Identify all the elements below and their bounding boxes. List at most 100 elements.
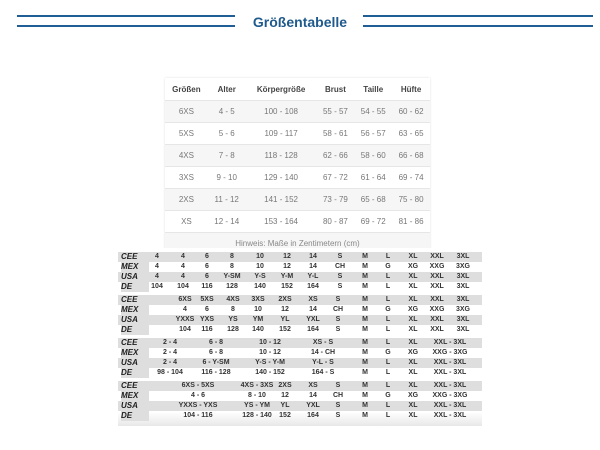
size-cell: 2XS [278,296,292,303]
size-cell: XG [407,349,419,356]
size-cell: YL [280,316,290,323]
size-cell: YS - YM [244,402,270,409]
size-cell: M [362,412,368,419]
size-cell: 8 [230,263,234,270]
size-cell: 116 - 128 [201,369,231,376]
size-cell: L [385,369,391,376]
table-row: 2XS 11 - 12 141 - 152 73 - 79 65 - 68 75 - 80 [165,188,430,211]
size-cell: 4 [181,263,185,270]
size-cell: XS - S [312,339,334,346]
size-cell: 3XL [456,296,470,303]
size-cell: 152 [279,326,291,333]
size-cell: S [335,326,341,333]
size-cell: XG [407,306,419,313]
conversion-row-usa: USA YXXS - YXS YS - YM YL YXL S M L XL XXL - 3XL [118,401,482,411]
size-cell: XL [408,296,418,303]
size-cell: XXL - 3XL [433,402,467,409]
table-cell: 62 - 66 [316,144,355,167]
size-cell: 10 [254,306,262,313]
region-label: DE [121,282,149,292]
conversion-row-usa: USA 2 - 4 6 - Y-SM Y-S - Y-M Y-L - S M L XL XXL … [118,358,482,368]
table-cell: 81 - 86 [392,210,430,233]
size-cell: 4 - 6 [190,392,206,399]
conversion-row-cee: CEE 4 4 6 8 10 12 14 S M L XL XXL 3XL [118,252,482,262]
size-table-header: Größen Alter Körpergröße Brust Taille Hü… [165,78,430,101]
table-cell: 4 - 5 [207,100,246,123]
size-cell: 3XG [455,306,471,313]
table-cell: 141 - 152 [245,188,317,211]
table-row: 5XS 5 - 6 109 - 117 58 - 61 56 - 57 63 - 65 [165,122,430,145]
size-cell: YXXS [175,316,195,323]
size-cell: 6 - Y-SM [202,359,230,366]
conversion-row-cee: CEE 2 - 4 6 - 8 10 - 12 XS - S M L XL XXL - 3XL [118,338,482,348]
size-cell: L [385,316,391,323]
table-cell: 55 - 57 [316,100,355,123]
size-cell: XL [408,412,418,419]
conversion-row-usa: USA 4 4 6 Y-SM Y-S Y-M Y-L S M L XL XXL 3XL [118,272,482,282]
table-cell: 11 - 12 [207,188,246,211]
conversion-row-de: DE 104 - 116 128 - 140 152 164 S M L XL XXL - 3XL [118,411,482,421]
size-cell: 3XL [456,316,470,323]
region-label: MEX [121,348,149,358]
size-cell: 6 - 8 [208,339,224,346]
size-cell: 104 [151,283,163,290]
size-cell: XL [408,339,418,346]
size-cell: M [362,349,368,356]
size-cell: 8 [231,306,235,313]
size-cell: 104 - 116 [183,412,213,419]
table-cell: 129 - 140 [245,166,317,189]
size-cell: 3XS [251,296,265,303]
table-cell: 56 - 57 [354,122,393,145]
size-cell: CH [334,263,346,270]
table-cell: 73 - 79 [316,188,355,211]
size-cell: 3XG [455,263,471,270]
size-cell: XL [408,402,418,409]
size-cell: L [385,382,391,389]
table-cell: 6XS [165,100,208,123]
size-cell: 2 - 4 [162,359,178,366]
conversion-row-de: DE 104 104 116 128 140 152 164 S M L XL XXL 3XL [118,282,482,292]
region-label: DE [121,368,149,378]
table-cell: 118 - 128 [245,144,317,167]
size-cell: Y-S - Y-M [255,359,285,366]
table-cell: 2XS [165,188,208,211]
size-cell: 164 - S [311,369,335,376]
table-cell: 9 - 10 [207,166,246,189]
region-label: MEX [121,305,149,315]
size-cell: M [362,296,368,303]
table-cell: 80 - 87 [316,210,355,233]
table-cell: 109 - 117 [245,122,317,145]
size-cell: L [385,339,391,346]
conversion-row-mex: MEX 4 6 8 10 12 14 CH M G XG XXG 3XG [118,305,482,315]
size-cell: 8 - 10 [248,392,266,399]
table-cell: 69 - 72 [354,210,393,233]
size-cell: M [362,359,368,366]
divider-right-bottom [363,25,593,27]
size-cell: XXL - 3XL [433,359,467,366]
size-cell: S [335,382,341,389]
size-cell: XXG [429,306,445,313]
size-cell: 6 [205,306,209,313]
size-cell: 164 [307,326,319,333]
region-label: CEE [121,295,138,304]
size-cell: 6 [205,253,209,260]
size-cell: XL [408,273,418,280]
size-cell: XL [408,253,418,260]
size-cell: 152 [281,283,293,290]
size-cell: S [335,316,341,323]
col-header: Alter [217,84,236,94]
size-cell: XG [407,263,419,270]
size-cell: Y-L - S [312,359,334,366]
region-label: USA [121,272,138,281]
size-cell: Y-SM [223,273,241,280]
size-cell: 140 [254,283,266,290]
conversion-row-mex: MEX 4 - 6 8 - 10 12 14 CH M G XG XXG - 3XG [118,391,482,401]
size-cell: YXS [199,316,215,323]
table-cell: 66 - 68 [392,144,430,167]
size-cell: 4 [155,263,159,270]
size-cell: 2 - 4 [162,339,178,346]
size-cell: L [385,253,391,260]
conversion-row-de: DE 98 - 104 116 - 128 140 - 152 164 - S M L XL X… [118,368,482,378]
size-cell: L [385,359,391,366]
size-cell: 4 [183,306,187,313]
